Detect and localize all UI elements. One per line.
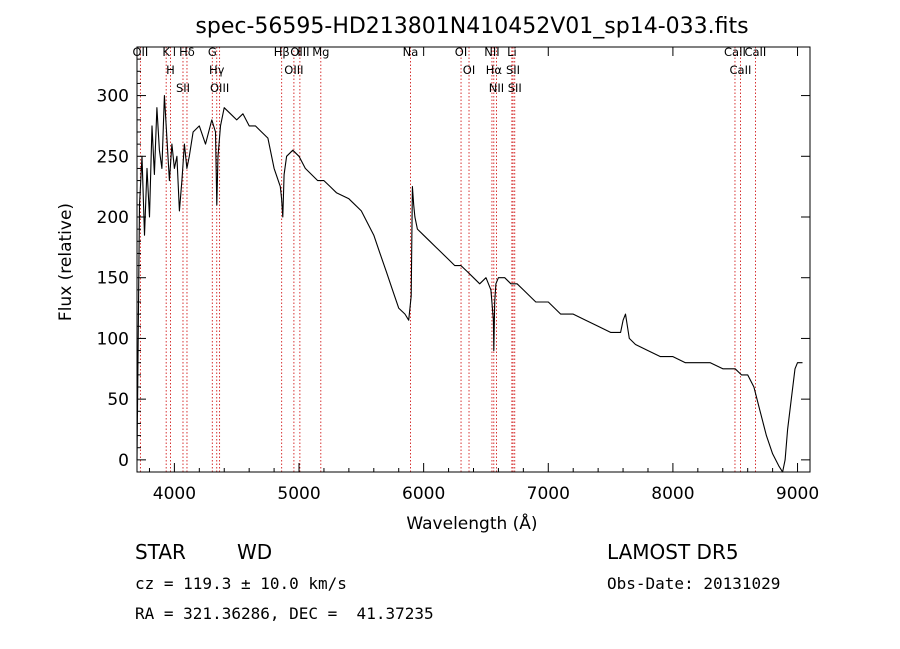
y-tick-label-4: 200 <box>97 208 129 228</box>
chart-title: spec-56595-HD213801N410452V01_sp14-033.f… <box>195 14 748 39</box>
y-tick-label-5: 250 <box>97 147 129 167</box>
spectrum-line <box>136 95 803 473</box>
line-marker-label-5: OIII <box>210 81 229 95</box>
y-tick-label-3: 150 <box>97 269 129 289</box>
line-marker-label-10: NII <box>484 45 499 59</box>
x-axis-ticks: 4000 5000 6000 7000 8000 9000 <box>148 47 819 504</box>
line-marker-label-3: Hα <box>486 63 503 77</box>
y-axis-label: Flux (relative) <box>56 203 76 321</box>
survey-name: LAMOST DR5 <box>607 540 739 564</box>
line-marker-label-15: K <box>162 45 170 59</box>
line-marker-label-22: CaII <box>730 63 752 77</box>
redshift-value: cz = 119.3 ± 10.0 km/s <box>135 574 347 593</box>
line-marker-label-1: Hγ <box>209 63 225 77</box>
line-marker-label-18: Mg <box>312 45 329 59</box>
line-marker-label-11: NII <box>489 81 504 95</box>
object-class: STAR <box>135 540 186 564</box>
x-tick-label-1: 5000 <box>277 484 320 504</box>
line-marker-label-14: SII <box>508 81 522 95</box>
object-subclass: WD <box>237 540 273 564</box>
y-tick-label-0: 0 <box>118 451 129 471</box>
line-marker-label-21: CaII <box>724 45 746 59</box>
y-tick-label-6: 300 <box>97 87 129 107</box>
y-axis-ticks: 0 50 100 150 200 250 300 <box>97 58 810 471</box>
line-marker-label-2: Hβ <box>274 45 290 59</box>
x-tick-label-2: 6000 <box>402 484 445 504</box>
line-marker-label-7: OIII <box>290 45 309 59</box>
line-marker-label-23: CaII <box>744 45 766 59</box>
y-tick-label-2: 100 <box>97 329 129 349</box>
line-marker-label-12: SII <box>176 81 190 95</box>
coordinates: RA = 321.36286, DEC = 41.37235 <box>135 604 434 623</box>
line-marker-label-9: OI <box>463 63 475 77</box>
line-marker-label-17: G <box>208 45 217 59</box>
line-marker-label-16: H <box>166 63 175 77</box>
line-marker-label-0: Hδ <box>179 45 195 59</box>
plot-frame <box>136 46 811 473</box>
x-tick-label-0: 4000 <box>153 484 196 504</box>
y-tick-label-1: 50 <box>107 390 129 410</box>
x-tick-label-4: 8000 <box>651 484 694 504</box>
line-marker-label-20: Li <box>507 45 517 59</box>
line-marker-label-4: OII <box>132 45 148 59</box>
line-marker-label-13: SII <box>506 63 520 77</box>
line-marker-label-19: Na <box>403 45 419 59</box>
line-marker-label-6: OIII <box>284 63 303 77</box>
x-tick-label-5: 9000 <box>776 484 819 504</box>
x-tick-label-3: 7000 <box>527 484 570 504</box>
x-axis-label: Wavelength (Å) <box>406 512 537 534</box>
obs-date: Obs-Date: 20131029 <box>607 574 781 593</box>
line-marker-label-8: OI <box>455 45 467 59</box>
